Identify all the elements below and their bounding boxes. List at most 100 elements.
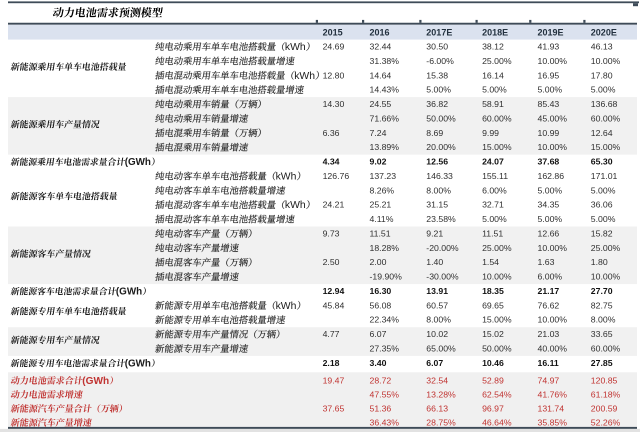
svg-text:200.59: 200.59 — [591, 403, 618, 413]
svg-text:15.38: 15.38 — [426, 70, 448, 80]
svg-text:kWh: kWh — [294, 71, 315, 82]
svg-text:3.40: 3.40 — [370, 358, 387, 368]
svg-text:8.69: 8.69 — [426, 128, 443, 138]
svg-text:5.00%: 5.00% — [538, 185, 563, 195]
svg-text:27.70: 27.70 — [591, 286, 613, 296]
svg-text:5.00%: 5.00% — [538, 214, 563, 224]
svg-text:45.84: 45.84 — [323, 300, 345, 310]
svg-text:18.28%: 18.28% — [370, 243, 400, 253]
svg-text:62.54%: 62.54% — [482, 389, 512, 399]
svg-text:71.66%: 71.66% — [370, 113, 400, 123]
svg-text:(GWh: (GWh — [125, 157, 151, 168]
svg-text:22.34%: 22.34% — [370, 315, 400, 325]
svg-text:5.00%: 5.00% — [482, 214, 507, 224]
svg-text:34.35: 34.35 — [538, 200, 560, 210]
svg-text:36.82: 36.82 — [426, 99, 448, 109]
svg-text:21.17: 21.17 — [538, 286, 560, 296]
svg-text:15.00%: 15.00% — [482, 142, 512, 152]
svg-text:120.85: 120.85 — [591, 375, 618, 385]
svg-text:12.56: 12.56 — [426, 157, 448, 167]
svg-text:5.00%: 5.00% — [538, 85, 563, 95]
svg-text:16.14: 16.14 — [482, 70, 504, 80]
svg-text:32.71: 32.71 — [482, 200, 504, 210]
svg-text:9.21: 9.21 — [426, 228, 443, 238]
svg-text:61.18%: 61.18% — [591, 389, 621, 399]
svg-text:16.30: 16.30 — [370, 286, 392, 296]
svg-text:5.00%: 5.00% — [591, 85, 616, 95]
svg-text:kWh: kWh — [276, 171, 297, 182]
svg-text:24.07: 24.07 — [482, 157, 504, 167]
svg-text:1.40: 1.40 — [426, 257, 443, 267]
svg-text:32.54: 32.54 — [426, 375, 448, 385]
svg-text:41.76%: 41.76% — [538, 389, 568, 399]
svg-text:15.02: 15.02 — [482, 329, 504, 339]
svg-text:kWh: kWh — [285, 42, 306, 53]
svg-text:1.80: 1.80 — [591, 257, 608, 267]
svg-text:32.44: 32.44 — [370, 42, 392, 52]
svg-text:10.00%: 10.00% — [591, 272, 621, 282]
svg-text:31.38%: 31.38% — [370, 56, 400, 66]
svg-text:15.00%: 15.00% — [591, 142, 621, 152]
svg-text:11.51: 11.51 — [370, 228, 391, 238]
svg-text:74.97: 74.97 — [538, 375, 560, 385]
svg-text:6.36: 6.36 — [323, 128, 340, 138]
svg-text:5.00%: 5.00% — [482, 85, 507, 95]
svg-text:4.11%: 4.11% — [370, 214, 394, 224]
svg-text:12.64: 12.64 — [591, 128, 613, 138]
svg-text:2019E: 2019E — [538, 28, 564, 38]
svg-text:155.11: 155.11 — [482, 171, 508, 181]
svg-text:25.00%: 25.00% — [482, 56, 512, 66]
svg-text:12.66: 12.66 — [538, 228, 560, 238]
svg-text:51.36: 51.36 — [370, 403, 392, 413]
svg-text:4.34: 4.34 — [323, 157, 340, 167]
svg-text:21.03: 21.03 — [538, 329, 560, 339]
svg-text:27.35%: 27.35% — [370, 343, 400, 353]
svg-text:37.65: 37.65 — [323, 403, 345, 413]
svg-text:25.00%: 25.00% — [482, 243, 512, 253]
svg-text:136.68: 136.68 — [591, 99, 618, 109]
svg-text:36.06: 36.06 — [591, 200, 613, 210]
svg-text:27.85: 27.85 — [591, 358, 613, 368]
svg-text:(GWh: (GWh — [82, 376, 109, 387]
svg-text:137.23: 137.23 — [370, 171, 397, 181]
svg-text:(GWh: (GWh — [125, 358, 151, 369]
svg-text:kWh: kWh — [276, 301, 297, 312]
svg-text:2020E: 2020E — [591, 28, 617, 38]
svg-text:10.00%: 10.00% — [538, 315, 568, 325]
svg-text:10.00%: 10.00% — [538, 56, 568, 66]
svg-text:(GWh: (GWh — [116, 286, 142, 297]
svg-text:60.00%: 60.00% — [482, 113, 512, 123]
svg-text:8.00%: 8.00% — [426, 315, 451, 325]
svg-text:9.73: 9.73 — [323, 228, 340, 238]
svg-text:28.75%: 28.75% — [426, 417, 456, 427]
svg-text:9.02: 9.02 — [370, 157, 387, 167]
svg-text:2018E: 2018E — [482, 28, 508, 38]
svg-text:24.55: 24.55 — [370, 99, 392, 109]
svg-text:126.76: 126.76 — [323, 171, 350, 181]
svg-text:-30.00%: -30.00% — [426, 272, 459, 282]
svg-text:10.99: 10.99 — [538, 128, 560, 138]
svg-text:50.00%: 50.00% — [482, 343, 512, 353]
svg-text:31.15: 31.15 — [426, 200, 448, 210]
svg-text:38.12: 38.12 — [482, 42, 504, 52]
svg-text:25.21: 25.21 — [370, 200, 392, 210]
svg-text:8.00%: 8.00% — [591, 315, 616, 325]
svg-text:4.77: 4.77 — [323, 329, 340, 339]
svg-text:1.63: 1.63 — [538, 257, 555, 267]
svg-text:5.00%: 5.00% — [591, 214, 616, 224]
svg-text:36.43%: 36.43% — [370, 417, 400, 427]
svg-text:19.47: 19.47 — [323, 375, 345, 385]
svg-text:45.00%: 45.00% — [538, 113, 568, 123]
svg-text:52.89: 52.89 — [482, 375, 504, 385]
svg-text:146.33: 146.33 — [426, 171, 453, 181]
svg-text:9.99: 9.99 — [482, 128, 499, 138]
svg-text:76.62: 76.62 — [538, 300, 560, 310]
svg-text:8.00%: 8.00% — [426, 185, 451, 195]
svg-text:13.91: 13.91 — [426, 286, 448, 296]
svg-text:33.65: 33.65 — [591, 329, 613, 339]
svg-text:23.58%: 23.58% — [426, 214, 456, 224]
svg-text:69.65: 69.65 — [482, 300, 504, 310]
svg-text:56.08: 56.08 — [370, 300, 392, 310]
svg-text:5.00%: 5.00% — [426, 85, 451, 95]
svg-text:11.51: 11.51 — [482, 228, 503, 238]
